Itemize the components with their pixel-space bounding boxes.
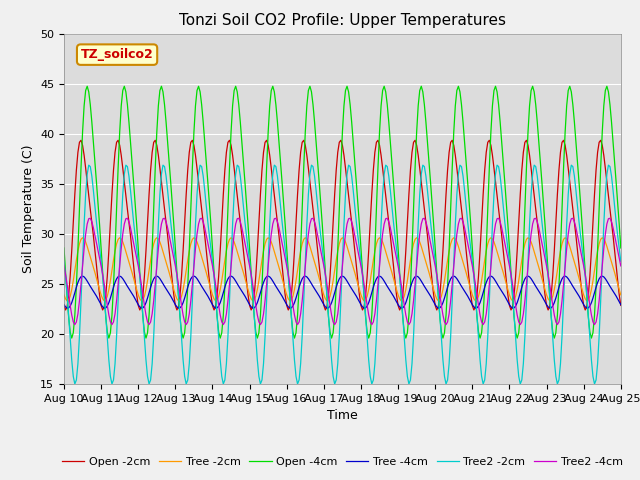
Tree -2cm: [380, 243, 388, 249]
Tree -2cm: [399, 297, 406, 303]
Open -4cm: [617, 245, 625, 251]
Tree2 -4cm: [552, 319, 559, 325]
Tree2 -2cm: [379, 192, 387, 197]
Line: Tree2 -2cm: Tree2 -2cm: [64, 165, 621, 384]
Open -4cm: [552, 330, 559, 336]
Tree -2cm: [63, 298, 71, 304]
Tree -4cm: [380, 278, 388, 284]
Open -2cm: [550, 248, 558, 253]
Open -2cm: [397, 304, 405, 310]
Tree2 -4cm: [383, 216, 391, 221]
Line: Tree2 -4cm: Tree2 -4cm: [64, 218, 621, 324]
Tree -4cm: [77, 274, 85, 279]
Title: Tonzi Soil CO2 Profile: Upper Temperatures: Tonzi Soil CO2 Profile: Upper Temperatur…: [179, 13, 506, 28]
Open -4cm: [60, 245, 68, 251]
Line: Open -2cm: Open -2cm: [64, 140, 621, 310]
Tree2 -4cm: [479, 322, 487, 327]
Tree -4cm: [552, 295, 559, 301]
Y-axis label: Soil Temperature (C): Soil Temperature (C): [22, 144, 35, 273]
Tree2 -4cm: [617, 263, 625, 269]
Tree -4cm: [412, 274, 419, 279]
Open -4cm: [76, 205, 83, 211]
Open -4cm: [454, 84, 462, 89]
Tree2 -2cm: [60, 259, 68, 264]
Open -4cm: [379, 88, 387, 94]
Tree2 -2cm: [516, 381, 524, 387]
Tree -4cm: [60, 302, 68, 308]
Open -4cm: [253, 335, 261, 341]
Open -2cm: [617, 302, 625, 308]
Tree2 -2cm: [76, 333, 83, 339]
Tree2 -2cm: [410, 333, 417, 339]
Tree -2cm: [264, 235, 272, 240]
Tree2 -2cm: [552, 373, 559, 379]
Open -2cm: [597, 137, 605, 143]
Tree2 -4cm: [60, 263, 68, 269]
Tree2 -2cm: [271, 162, 278, 168]
Open -2cm: [379, 165, 387, 171]
Tree2 -4cm: [410, 298, 417, 303]
Tree -4cm: [399, 305, 406, 311]
Open -4cm: [397, 293, 405, 299]
Tree -4cm: [165, 291, 173, 297]
Tree -2cm: [60, 292, 68, 298]
Open -4cm: [410, 205, 417, 211]
Tree -2cm: [552, 278, 559, 284]
Tree2 -4cm: [397, 281, 405, 287]
X-axis label: Time: Time: [327, 409, 358, 422]
Line: Tree -4cm: Tree -4cm: [64, 276, 621, 308]
Tree2 -4cm: [164, 225, 172, 231]
Open -2cm: [76, 139, 83, 145]
Legend: Open -2cm, Tree -2cm, Open -4cm, Tree -4cm, Tree2 -2cm, Tree2 -4cm: Open -2cm, Tree -2cm, Open -4cm, Tree -4…: [58, 453, 627, 471]
Tree -2cm: [617, 292, 625, 298]
Open -2cm: [165, 247, 173, 253]
Tree2 -4cm: [377, 246, 385, 252]
Text: TZ_soilco2: TZ_soilco2: [81, 48, 154, 61]
Open -2cm: [60, 302, 68, 308]
Tree -4cm: [264, 273, 272, 279]
Tree -2cm: [412, 237, 419, 242]
Open -2cm: [136, 307, 143, 313]
Tree2 -2cm: [164, 188, 172, 193]
Tree2 -2cm: [617, 259, 625, 264]
Tree -4cm: [617, 302, 625, 308]
Tree -4cm: [63, 305, 71, 311]
Open -4cm: [164, 139, 172, 145]
Tree2 -2cm: [397, 292, 405, 298]
Tree -2cm: [165, 270, 173, 276]
Line: Open -4cm: Open -4cm: [64, 86, 621, 338]
Tree -2cm: [77, 237, 85, 242]
Line: Tree -2cm: Tree -2cm: [64, 238, 621, 301]
Open -2cm: [410, 139, 417, 145]
Tree2 -4cm: [76, 298, 83, 303]
